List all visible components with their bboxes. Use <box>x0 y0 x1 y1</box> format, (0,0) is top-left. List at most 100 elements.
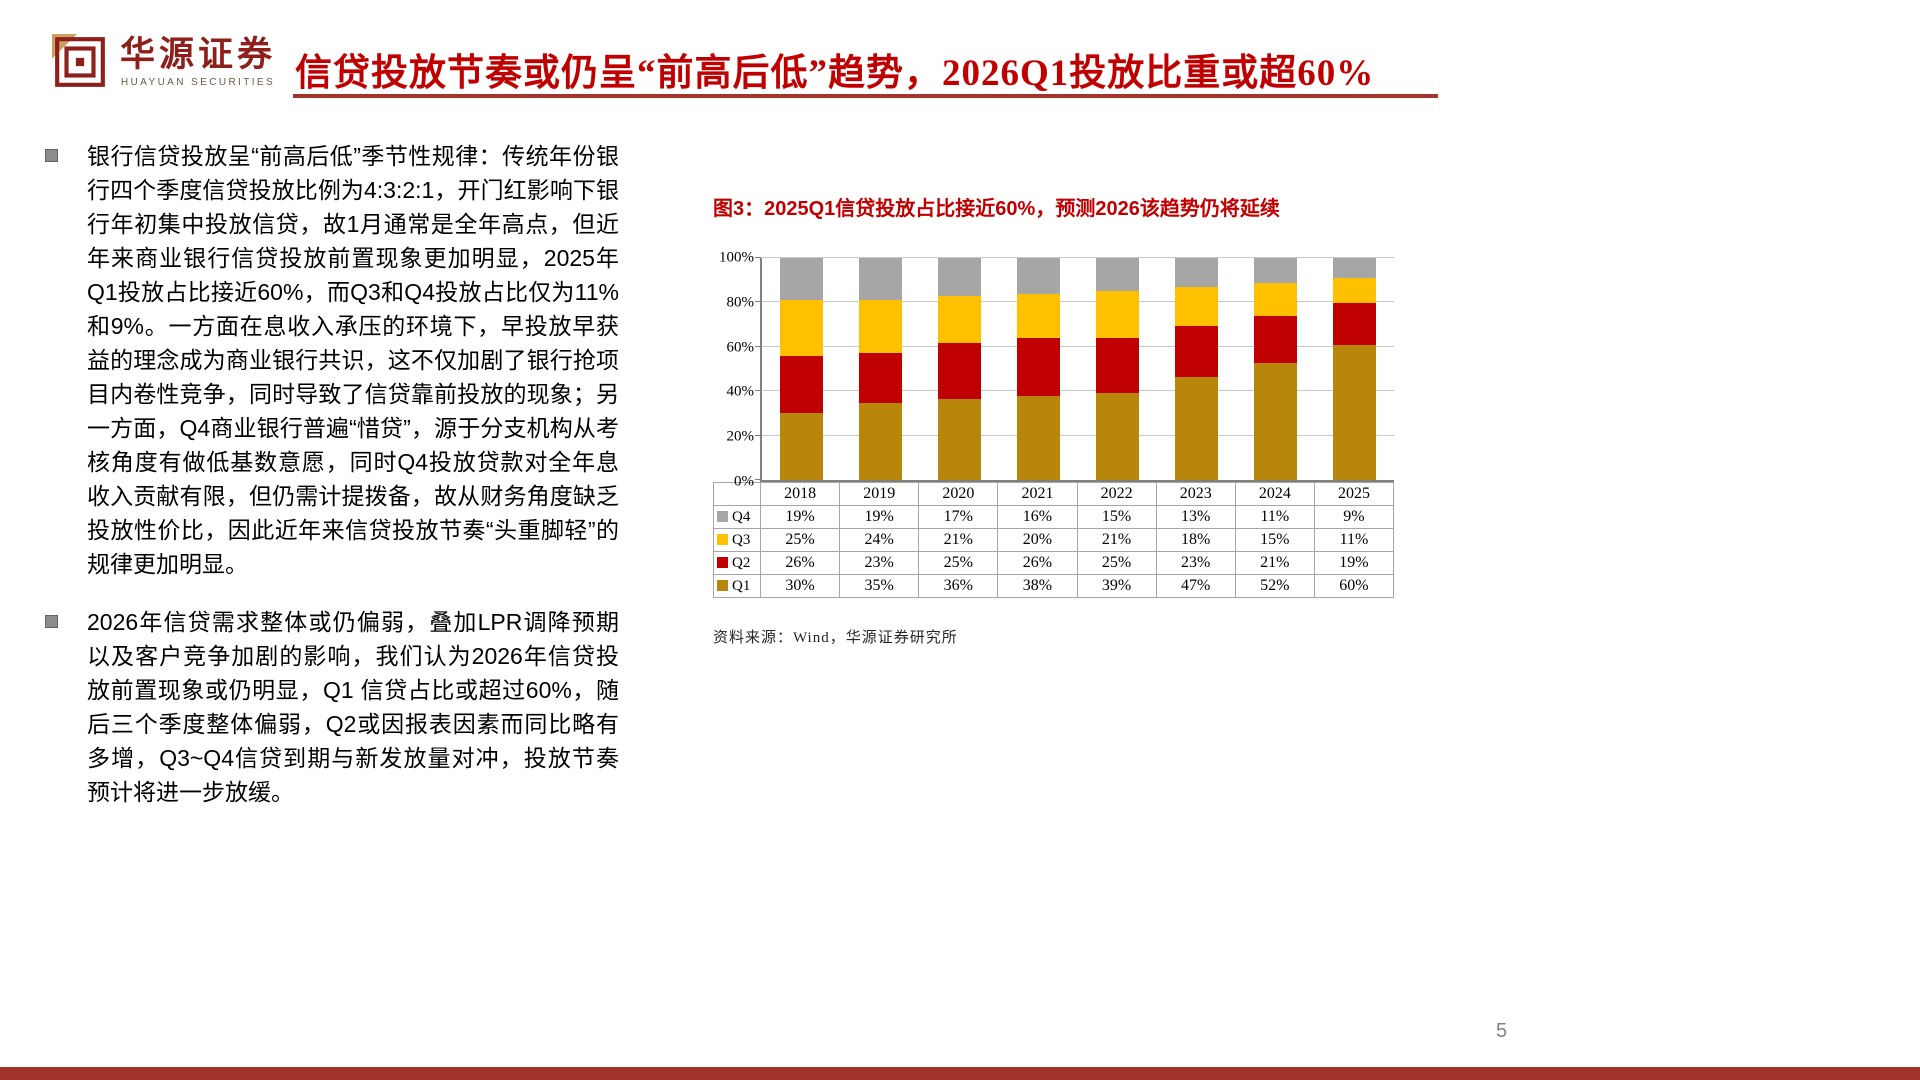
bar-2019 <box>841 258 920 480</box>
value-cell: 25% <box>918 551 999 575</box>
stacked-bar <box>1095 258 1140 480</box>
bar-segment-q4-2025 <box>1332 258 1377 279</box>
value-cell: 23% <box>1155 551 1236 575</box>
stacked-bar <box>779 258 824 480</box>
stacked-bar-chart: 0% 20% 40% 60% 80% 100% <box>713 250 1394 489</box>
logo-name-en: HUAYUAN SECURITIES <box>120 76 276 88</box>
stacked-bar <box>1253 258 1298 480</box>
axis-tick <box>755 390 761 392</box>
value-cell: 18% <box>1155 528 1236 552</box>
value-cell: 26% <box>759 551 841 575</box>
bar-segment-q4-2021 <box>1016 258 1061 294</box>
legend-swatch-q4 <box>717 510 728 522</box>
axis-tick <box>755 434 761 436</box>
gridline <box>762 257 1394 258</box>
legend-cell-q3: Q3 <box>713 528 761 552</box>
year-cell: 2021 <box>997 482 1078 506</box>
page-number: 5 <box>1496 1020 1508 1042</box>
legend-label: Q4 <box>732 508 751 525</box>
bar-segment-q1-2024 <box>1253 363 1298 480</box>
bar-2021 <box>999 258 1078 480</box>
footer-bar <box>0 1067 1920 1080</box>
bar-segment-q4-2022 <box>1095 258 1140 292</box>
bar-segment-q1-2020 <box>937 399 982 480</box>
value-cell: 19% <box>759 505 841 529</box>
bar-segment-q3-2022 <box>1095 291 1140 338</box>
bullet-text-2: 2026年信贷需求整体或仍偏弱，叠加LPR调降预期以及客户竞争加剧的影响，我们认… <box>87 609 619 805</box>
value-cell: 11% <box>1313 528 1395 552</box>
value-cell: 52% <box>1234 574 1315 598</box>
bar-segment-q1-2018 <box>779 413 824 480</box>
figure-source: 资料来源：Wind，华源证券研究所 <box>713 630 958 646</box>
logo-name-cn: 华源证券 <box>120 35 277 75</box>
figure-block: 图3：2025Q1信贷投放占比接近60%，预测2026该趋势仍将延续 0% 20%… <box>713 196 1395 647</box>
bar-segment-q4-2023 <box>1174 258 1219 287</box>
value-cell: 15% <box>1076 505 1157 529</box>
bullet-item-2: 2026年信贷需求整体或仍偏弱，叠加LPR调降预期以及客户竞争加剧的影响，我们认… <box>45 605 625 809</box>
legend-cell-q2: Q2 <box>713 551 761 575</box>
company-logo: 华源证券 HUAYUAN SECURITIES <box>52 34 276 90</box>
bar-segment-q1-2019 <box>858 403 903 480</box>
value-cell: 21% <box>1076 528 1157 552</box>
value-cell: 60% <box>1313 574 1395 598</box>
bar-segment-q2-2020 <box>937 343 982 400</box>
bar-2020 <box>920 258 999 480</box>
gridline <box>762 390 1394 392</box>
bar-segment-q1-2021 <box>1016 395 1061 480</box>
bar-segment-q2-2024 <box>1253 316 1298 364</box>
bar-segment-q2-2023 <box>1174 326 1219 377</box>
bar-segment-q3-2023 <box>1174 286 1219 327</box>
value-cell: 20% <box>997 528 1078 552</box>
value-cell: 35% <box>839 574 920 598</box>
y-axis-label: 80% <box>726 294 755 311</box>
table-row-q2: Q2 26% 23% 25% 26% 25% 23% 21% 19% <box>713 551 1395 575</box>
gridline <box>762 301 1394 303</box>
table-year-row: 2018 2019 2020 2021 2022 2023 2024 2025 <box>713 482 1395 506</box>
y-axis-label: 20% <box>726 428 755 445</box>
value-cell: 23% <box>839 551 920 575</box>
bar-segment-q2-2021 <box>1016 337 1061 396</box>
bar-segment-q4-2024 <box>1253 258 1298 283</box>
title-divider <box>293 94 1438 98</box>
bar-segment-q3-2019 <box>858 299 903 353</box>
legend-label: Q2 <box>732 554 751 571</box>
bar-segment-q4-2019 <box>858 258 903 300</box>
bar-segment-q4-2020 <box>937 258 982 297</box>
stacked-bar <box>858 258 903 480</box>
value-cell: 25% <box>1076 551 1157 575</box>
bar-2018 <box>762 258 841 480</box>
stacked-bar <box>1332 258 1377 480</box>
table-row-q4: Q4 19% 19% 17% 16% 15% 13% 11% 9% <box>713 505 1395 529</box>
y-axis-label: 100% <box>719 249 754 266</box>
axis-tick <box>755 479 761 480</box>
year-cell: 2019 <box>839 482 920 506</box>
value-cell: 15% <box>1234 528 1315 552</box>
stacked-bar <box>937 258 982 480</box>
value-cell: 9% <box>1313 505 1395 529</box>
bar-segment-q3-2025 <box>1332 278 1377 303</box>
bar-segment-q2-2022 <box>1095 337 1140 394</box>
plot-area <box>755 257 1394 482</box>
legend-label: Q3 <box>732 531 751 548</box>
value-cell: 39% <box>1076 574 1157 598</box>
body-text-column: 银行信贷投放呈“前高后低”季节性规律：传统年份银行四个季度信贷投放比例为4:3:… <box>45 139 625 833</box>
legend-cell-q1: Q1 <box>713 574 761 598</box>
year-cell: 2022 <box>1076 482 1157 506</box>
value-cell: 13% <box>1155 505 1236 529</box>
y-axis-label: 40% <box>726 383 755 400</box>
legend-label: Q1 <box>732 577 751 594</box>
bar-segment-q3-2021 <box>1016 293 1061 338</box>
value-cell: 38% <box>997 574 1078 598</box>
bullet-square-icon <box>45 149 58 162</box>
year-cell: 2024 <box>1234 482 1315 506</box>
bar-segment-q3-2020 <box>937 296 982 344</box>
table-row-q1: Q1 30% 35% 36% 38% 39% 47% 52% 60% <box>713 574 1395 598</box>
bar-segment-q1-2025 <box>1332 345 1377 480</box>
bar-segment-q3-2024 <box>1253 282 1298 317</box>
bar-segment-q1-2022 <box>1095 393 1140 480</box>
value-cell: 11% <box>1234 505 1315 529</box>
y-axis: 0% 20% 40% 60% 80% 100% <box>713 250 760 489</box>
bullet-text-1: 银行信贷投放呈“前高后低”季节性规律：传统年份银行四个季度信贷投放比例为4:3:… <box>87 143 619 577</box>
y-axis-label: 60% <box>726 339 755 356</box>
